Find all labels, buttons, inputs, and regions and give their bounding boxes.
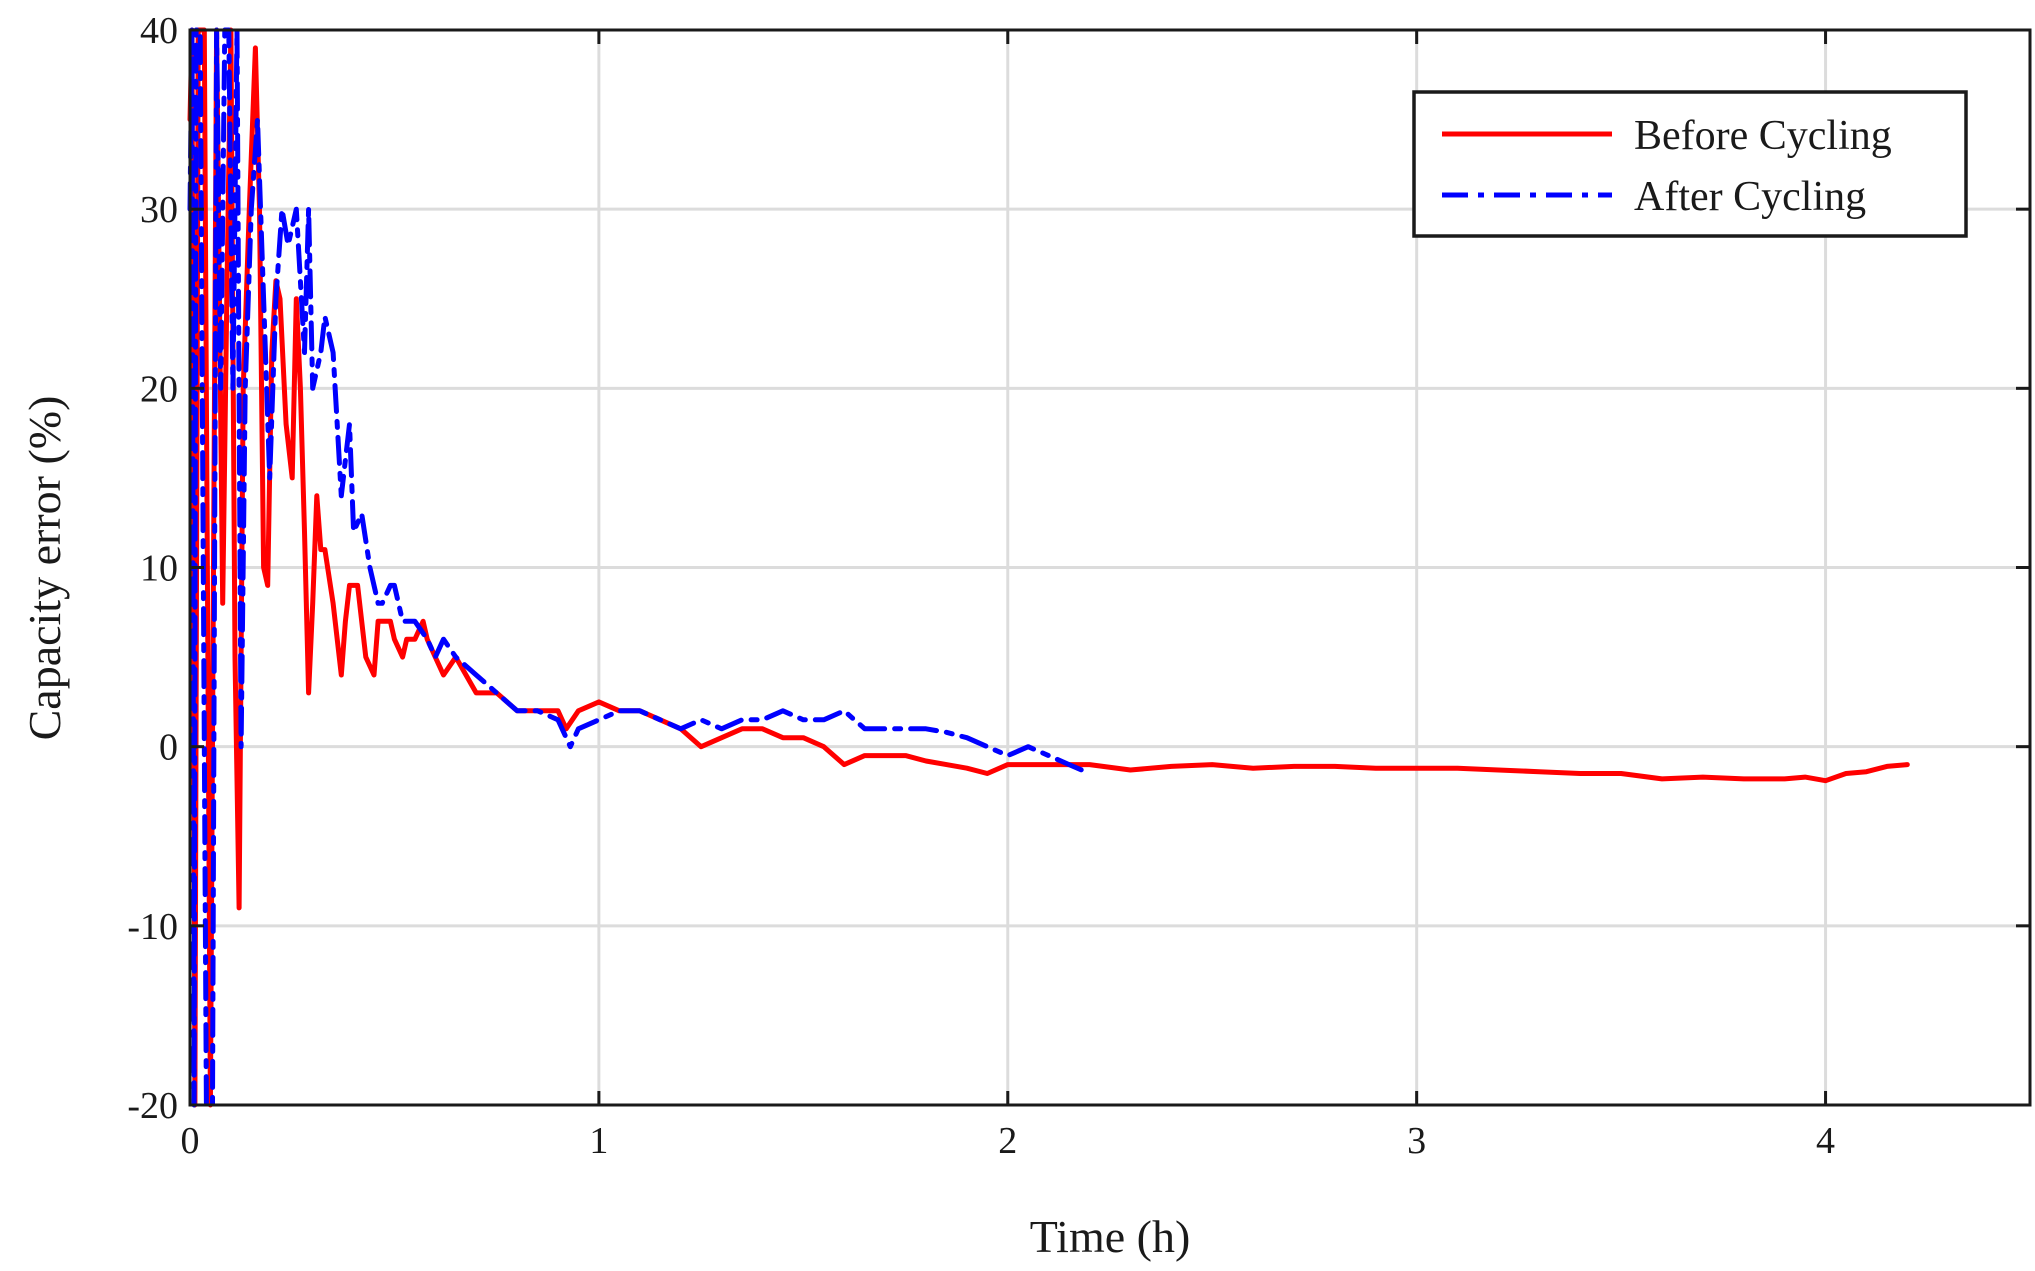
y-tick-label: 10: [140, 548, 178, 590]
y-tick-label: -10: [127, 906, 178, 948]
y-tick-label: 30: [140, 189, 178, 231]
y-tick-label: -20: [127, 1085, 178, 1127]
x-tick-label: 2: [998, 1120, 1017, 1162]
x-axis-title: Time (h): [1030, 1211, 1191, 1262]
series-line-after-cycling: [187, 27, 1093, 1108]
tick-labels: 0 1 2 3 4 -20 -10 0 10 20 30 40: [127, 10, 1835, 1162]
legend-label-before-cycling: Before Cycling: [1634, 113, 1892, 159]
y-axis-title: Capacity error (%): [19, 396, 70, 741]
legend-label-after-cycling: After Cycling: [1634, 174, 1866, 220]
y-tick-label: 40: [140, 10, 178, 52]
plot-frame: [188, 28, 2032, 1107]
x-tick-label: 0: [181, 1120, 200, 1162]
y-tick-label: 0: [159, 727, 178, 769]
legend-box: [1412, 90, 1968, 238]
x-tick-label: 4: [1816, 1120, 1835, 1162]
legend: Before Cycling After Cycling: [1412, 90, 1968, 238]
x-tick-label: 1: [589, 1120, 608, 1162]
series-group: [187, 27, 1910, 1108]
y-tick-label: 20: [140, 368, 178, 410]
x-tick-label: 3: [1407, 1120, 1426, 1162]
